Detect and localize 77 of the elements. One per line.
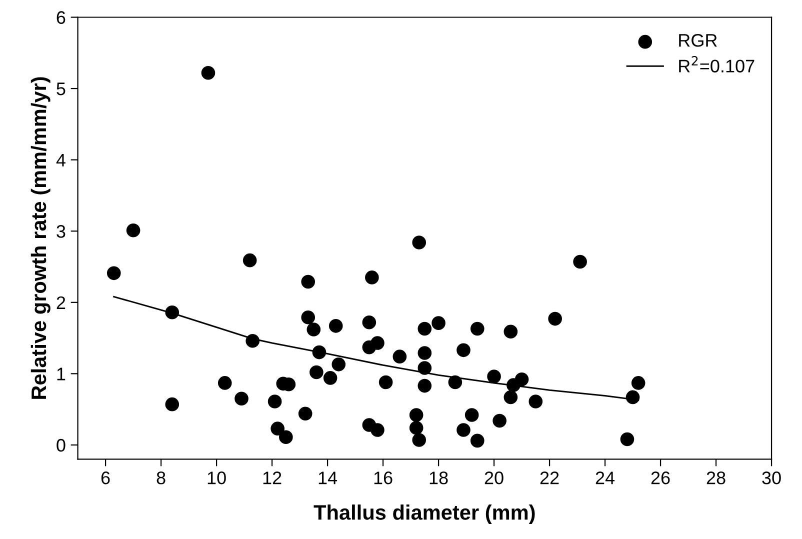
- point: [412, 433, 426, 447]
- point: [620, 432, 634, 446]
- point: [312, 345, 326, 360]
- x-tick-label: 24: [596, 472, 615, 484]
- point: [487, 370, 501, 384]
- y-tick-label: 1: [57, 368, 66, 380]
- x-tick-label: 10: [208, 472, 226, 484]
- point: [106, 266, 121, 280]
- point: [548, 312, 562, 326]
- point: [470, 434, 484, 448]
- point: [165, 305, 180, 320]
- point: [279, 430, 293, 444]
- point: [370, 423, 384, 437]
- point: [165, 397, 180, 412]
- point: [448, 375, 462, 390]
- y-tick-label: 5: [56, 82, 66, 96]
- point: [418, 361, 432, 375]
- y-tick-label: 2: [56, 296, 66, 309]
- point: [456, 423, 470, 437]
- point: [234, 392, 248, 406]
- point: [573, 254, 587, 269]
- x-axis-title: Thallus diameter (mm): [314, 504, 535, 524]
- point: [365, 270, 379, 284]
- x-tick-label: 6: [101, 472, 110, 484]
- point: [332, 358, 346, 372]
- point: [323, 371, 338, 385]
- point: [504, 390, 518, 404]
- point: [242, 253, 257, 268]
- x-tick-label: 26: [651, 472, 670, 484]
- point: [514, 372, 529, 386]
- x-tick-label: 22: [540, 472, 559, 484]
- legend-label: R$^{2}$=0.107: [679, 56, 754, 72]
- y-tick-label: 4: [56, 154, 66, 166]
- point: [418, 322, 432, 336]
- x-tick-label: 30: [762, 472, 781, 484]
- point: [492, 414, 506, 428]
- point: [306, 322, 321, 336]
- point: [392, 350, 407, 364]
- point: [504, 324, 518, 339]
- point: [298, 406, 312, 421]
- x-tick-label: 14: [318, 472, 338, 484]
- point: [362, 315, 376, 330]
- point: [218, 376, 232, 390]
- x-tick-label: 16: [374, 472, 392, 484]
- x-tick-label: 20: [484, 472, 504, 484]
- point: [378, 375, 393, 390]
- point: [409, 420, 424, 435]
- x-tick-label: 18: [430, 472, 448, 484]
- y-tick-label: 3: [56, 225, 66, 238]
- point: [310, 365, 324, 380]
- point: [268, 394, 282, 408]
- point: [328, 319, 343, 333]
- point: [370, 336, 384, 350]
- x-tick-label: 8: [156, 472, 166, 484]
- point: [246, 334, 260, 348]
- point: [626, 390, 640, 404]
- y-tick-label: 0: [56, 438, 66, 452]
- x-tick-label: 12: [263, 472, 282, 484]
- point: [456, 343, 470, 358]
- point: [418, 346, 432, 360]
- point: [126, 223, 140, 238]
- point: [409, 408, 424, 422]
- x-tick-label: 28: [706, 472, 726, 484]
- point: [301, 274, 316, 289]
- point: [464, 408, 479, 422]
- legend-label: RGR: [679, 34, 717, 47]
- point: [432, 316, 446, 330]
- point: [301, 310, 316, 324]
- y-axis-title: Relative growth rate (mm/mm/yr): [30, 77, 50, 399]
- point: [418, 378, 432, 393]
- point: [412, 236, 426, 250]
- point: [470, 322, 484, 336]
- y-tick-label: 6: [56, 11, 66, 24]
- point: [270, 422, 284, 436]
- point: [528, 394, 543, 408]
- point: [201, 66, 216, 80]
- point: [631, 376, 646, 390]
